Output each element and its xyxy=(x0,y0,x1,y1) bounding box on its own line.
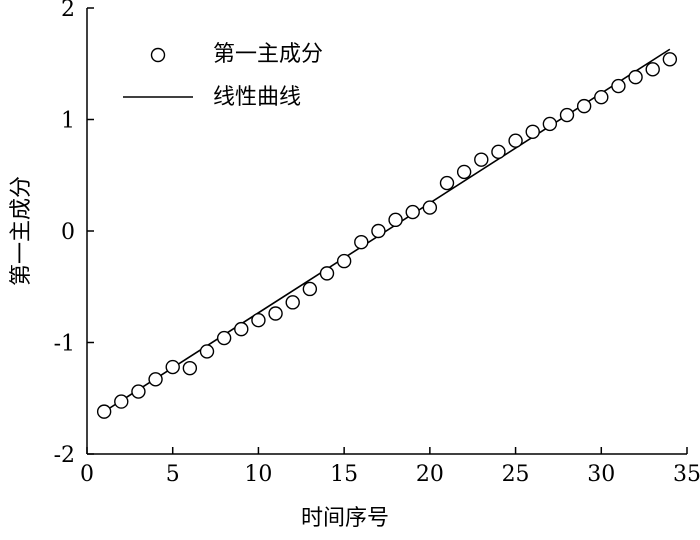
data-point xyxy=(628,69,643,85)
data-point xyxy=(645,62,660,77)
data-point xyxy=(611,78,626,94)
data-point xyxy=(148,372,163,387)
data-point xyxy=(388,212,403,228)
data-point xyxy=(474,152,489,167)
data-point xyxy=(439,175,455,191)
data-point xyxy=(491,144,506,160)
plot-area: 0 5 10 15 20 25 30 35 -2 -1 0 1 2 xyxy=(54,0,700,487)
x-tick-label: 25 xyxy=(502,462,530,487)
legend-label-scatter: 第一主成分 xyxy=(213,42,323,67)
data-point xyxy=(542,116,558,132)
y-axis-title: 第一主成分 xyxy=(9,176,34,286)
legend: 第一主成分 线性曲线 xyxy=(123,42,323,110)
x-tick-label: 10 xyxy=(244,462,272,487)
x-axis-title: 时间序号 xyxy=(301,506,389,531)
data-point xyxy=(182,360,198,376)
y-tick-label: 1 xyxy=(61,109,75,134)
y-tick-label: -2 xyxy=(54,443,75,468)
x-tick-label: 30 xyxy=(587,462,615,487)
data-point xyxy=(559,107,575,123)
data-point xyxy=(422,200,438,215)
data-point xyxy=(114,394,129,409)
data-point xyxy=(216,330,232,346)
x-tick-label: 0 xyxy=(80,462,94,487)
data-point xyxy=(456,164,472,180)
data-point xyxy=(285,295,300,310)
x-tick-label: 15 xyxy=(330,462,358,487)
data-point xyxy=(525,124,540,139)
fit-line xyxy=(103,48,671,413)
data-point xyxy=(662,52,678,67)
data-point xyxy=(319,266,335,281)
data-point xyxy=(594,89,609,105)
data-point xyxy=(131,384,146,399)
data-point xyxy=(354,234,369,250)
data-point xyxy=(234,321,249,337)
y-axis-title-group: 第一主成分 xyxy=(9,176,34,286)
x-tick-label: 5 xyxy=(166,462,180,487)
legend-label-line: 线性曲线 xyxy=(213,85,301,110)
x-tick-label: 35 xyxy=(673,462,700,487)
data-point xyxy=(199,344,215,359)
data-point xyxy=(165,359,180,375)
x-tick-label: 20 xyxy=(416,462,444,487)
y-tick-label: 2 xyxy=(61,0,75,22)
data-point xyxy=(302,281,318,297)
data-point xyxy=(508,133,523,148)
data-point xyxy=(576,98,592,114)
y-tick-label: 0 xyxy=(61,220,75,245)
y-tick-label: -1 xyxy=(54,332,75,357)
data-point xyxy=(405,204,420,220)
data-point xyxy=(96,404,112,419)
data-point xyxy=(268,306,283,321)
legend-marker-scatter xyxy=(150,47,166,63)
data-point xyxy=(371,223,386,239)
data-point xyxy=(336,253,352,269)
data-point xyxy=(251,313,266,328)
